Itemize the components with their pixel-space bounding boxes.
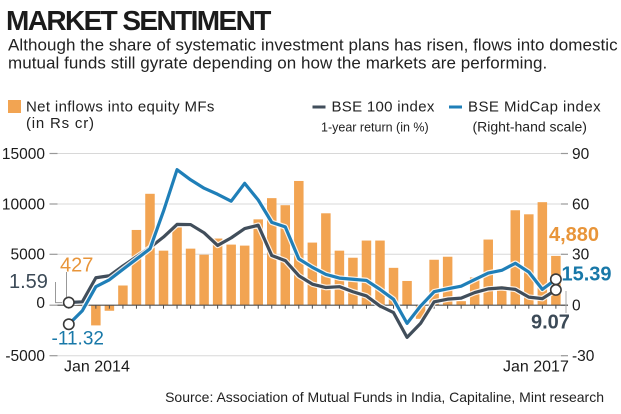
svg-text:15000: 15000 xyxy=(2,146,45,163)
svg-text:mutual funds still gyrate depe: mutual funds still gyrate depending on h… xyxy=(8,54,547,73)
svg-text:(Right-hand scale): (Right-hand scale) xyxy=(473,119,587,135)
svg-text:0: 0 xyxy=(36,295,45,312)
svg-text:1-year return (in %): 1-year return (in %) xyxy=(321,121,429,135)
svg-text:-5000: -5000 xyxy=(5,348,45,365)
svg-text:Jan 2017: Jan 2017 xyxy=(503,359,569,376)
svg-text:BSE 100 index: BSE 100 index xyxy=(332,99,435,116)
svg-text:90: 90 xyxy=(572,146,590,163)
svg-text:Source: Association of Mutual: Source: Association of Mutual Funds in I… xyxy=(165,389,604,405)
svg-text:5000: 5000 xyxy=(11,247,46,264)
svg-text:Net inflows into equity MFs: Net inflows into equity MFs xyxy=(26,99,215,116)
svg-text:Jan 2014: Jan 2014 xyxy=(64,359,130,376)
svg-text:1.59: 1.59 xyxy=(9,271,48,293)
svg-text:(in Rs cr): (in Rs cr) xyxy=(26,115,95,132)
svg-text:0: 0 xyxy=(572,298,581,315)
svg-text:60: 60 xyxy=(572,196,590,213)
svg-text:10000: 10000 xyxy=(2,196,45,213)
svg-text:4,880: 4,880 xyxy=(549,224,599,246)
svg-text:Although the share of systemat: Although the share of systematic investm… xyxy=(8,36,618,55)
svg-text:30: 30 xyxy=(572,247,590,264)
svg-text:-30: -30 xyxy=(572,348,595,365)
svg-text:15.39: 15.39 xyxy=(562,264,612,286)
svg-text:BSE MidCap index: BSE MidCap index xyxy=(468,99,601,116)
svg-text:-11.32: -11.32 xyxy=(52,329,104,350)
svg-text:9.07: 9.07 xyxy=(531,312,570,334)
svg-text:MARKET SENTIMENT: MARKET SENTIMENT xyxy=(6,5,271,36)
svg-text:427: 427 xyxy=(60,255,93,277)
